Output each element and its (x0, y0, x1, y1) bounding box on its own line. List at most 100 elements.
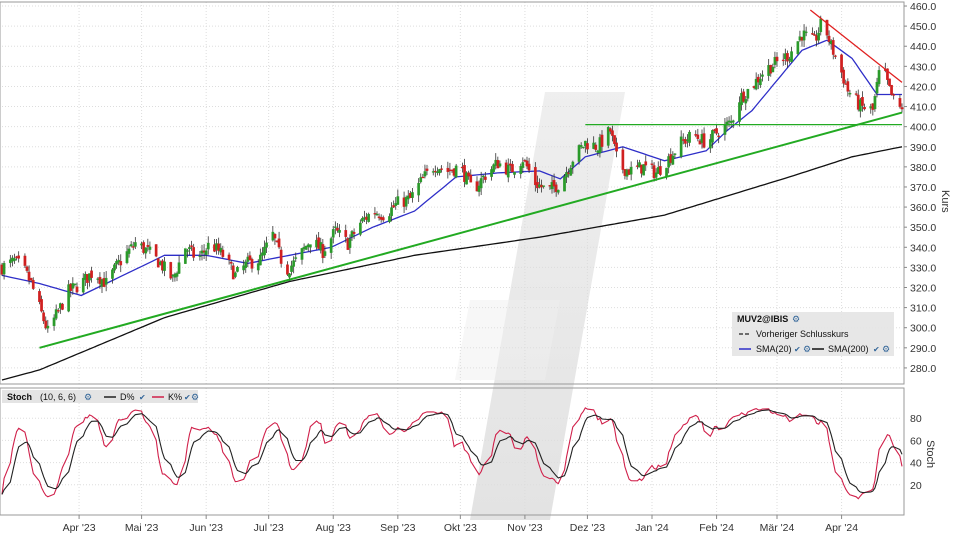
candle-body (754, 78, 758, 90)
legend-symbol: MUV2@IBIS (737, 314, 788, 324)
candle-body (381, 217, 385, 221)
candle-body (290, 265, 293, 272)
stoch-tick-label: 20 (910, 480, 922, 492)
candle-body (542, 185, 546, 187)
candle-body (336, 227, 339, 231)
candle-body (373, 213, 377, 215)
candle-body (288, 273, 291, 278)
price-tick-label: 380.0 (910, 162, 936, 174)
stoch-tick-label: 40 (910, 458, 922, 470)
candle-body (796, 41, 800, 55)
stoch-legend-k-check-icon[interactable]: ✔ (184, 393, 191, 402)
candle-body (40, 299, 43, 312)
legend-symbol-cog-icon[interactable]: ⚙ (792, 314, 800, 324)
candle-body (506, 164, 510, 178)
legend-sma200-cog-icon[interactable]: ⚙ (882, 344, 890, 354)
candle-body (125, 251, 129, 264)
candle-body (300, 248, 304, 260)
candle-body (877, 70, 881, 85)
candle-body (133, 242, 137, 247)
candle-body (483, 176, 487, 180)
candle-body (581, 146, 585, 149)
price-legend: MUV2@IBIS ⚙ Vorheriger Schlusskurs SMA(2… (732, 312, 894, 356)
candle-body (67, 284, 71, 312)
stoch-legend-k-cog-icon[interactable]: ⚙ (191, 392, 199, 402)
legend-sma200-label: SMA(200) (828, 344, 869, 354)
candle-body (644, 161, 648, 166)
price-tick-label: 410.0 (910, 102, 936, 114)
candle-body (890, 84, 893, 95)
candle-body (204, 250, 208, 255)
candle-body (606, 127, 610, 146)
stoch-y-axis: 20 40 60 80 (910, 413, 922, 492)
candle-body (217, 243, 221, 251)
trendlines (39, 9, 903, 349)
stoch-legend-cog-icon[interactable]: ⚙ (84, 392, 92, 402)
candle-body (565, 172, 568, 178)
candle-body (825, 19, 829, 36)
candle-body (898, 98, 902, 107)
legend-sma20-cog-icon[interactable]: ⚙ (803, 344, 811, 354)
candle-body (90, 270, 93, 278)
candle-body (863, 106, 866, 110)
candle-body (688, 131, 691, 143)
candle-body (569, 167, 573, 176)
candle-body (498, 163, 502, 167)
candle-body (519, 166, 523, 175)
price-tick-label: 300.0 (910, 323, 936, 335)
candle-body (842, 69, 846, 84)
candle-body (323, 251, 327, 256)
legend-sma200-check-icon[interactable]: ✔ (873, 345, 880, 354)
candle-body (75, 286, 79, 293)
candlesticks (0, 15, 904, 333)
candle-body (425, 168, 429, 171)
trendline-support (39, 111, 903, 349)
price-tick-label: 420.0 (910, 81, 936, 93)
candle-body (771, 66, 775, 73)
candle-body (333, 226, 337, 228)
candle-body (129, 244, 133, 247)
candle-body (231, 265, 235, 280)
candle-body (613, 135, 616, 144)
moving-averages (1, 39, 903, 381)
stoch-legend-d-check-icon[interactable]: ✔ (139, 393, 146, 402)
x-tick-label: Okt '23 (444, 522, 477, 534)
candle-body (658, 166, 662, 175)
candle-body (31, 280, 35, 289)
stoch-panel-grid (2, 388, 902, 515)
candle-body (104, 277, 108, 285)
candle-body (175, 273, 179, 277)
watermark-logo-notch (455, 300, 560, 380)
candle-body (525, 160, 529, 167)
candle-body (554, 184, 558, 193)
candle-body (163, 261, 166, 271)
candle-body (629, 166, 633, 175)
legend-sma20-check-icon[interactable]: ✔ (794, 345, 801, 354)
candle-body (227, 254, 231, 260)
candle-body (848, 93, 852, 95)
candle-body (611, 130, 614, 136)
candle-body (338, 229, 341, 233)
candle-body (723, 124, 727, 135)
candle-body (411, 192, 414, 198)
candle-body (236, 266, 239, 272)
candle-body (650, 163, 654, 165)
candle-body (38, 291, 41, 302)
price-tick-label: 460.0 (910, 1, 936, 13)
price-tick-label: 340.0 (910, 242, 936, 254)
candle-body (423, 171, 427, 177)
price-tick-label: 320.0 (910, 282, 936, 294)
candle-body (111, 269, 114, 279)
candle-body (2, 263, 6, 275)
legend-sma20-label: SMA(20) (756, 344, 792, 354)
candle-body (71, 283, 75, 289)
price-tick-label: 280.0 (910, 363, 936, 375)
candle-body (358, 222, 362, 235)
x-tick-label: Mär '24 (760, 522, 795, 534)
candle-body (775, 56, 779, 62)
candle-body (702, 133, 706, 148)
stoch-d-line (1, 409, 903, 495)
candle-body (229, 261, 233, 264)
candle-body (433, 170, 437, 173)
stoch-legend-box (2, 390, 198, 403)
